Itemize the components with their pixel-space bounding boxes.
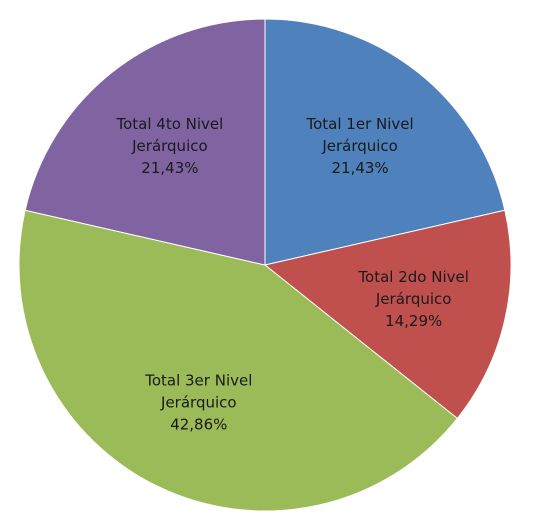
pie-label-value-1: 21,43% (331, 159, 388, 177)
pie-label-name2-3: Jerárquico (160, 393, 237, 411)
pie-label-name2-2: Jerárquico (375, 290, 452, 308)
pie-label-value-3: 42,86% (170, 415, 227, 433)
pie-label-name-3: Total 3er Nivel (144, 371, 252, 389)
pie-label-name2-4: Jerárquico (131, 137, 208, 155)
pie-label-name-2: Total 2do Nivel (357, 268, 468, 286)
pie-label-name-1: Total 1er Nivel (306, 115, 414, 133)
pie-slices (19, 19, 511, 511)
pie-label-name-4: Total 4to Nivel (115, 115, 223, 133)
pie-label-name2-1: Jerárquico (321, 137, 398, 155)
pie-label-value-4: 21,43% (141, 159, 198, 177)
pie-label-value-2: 14,29% (385, 312, 442, 330)
